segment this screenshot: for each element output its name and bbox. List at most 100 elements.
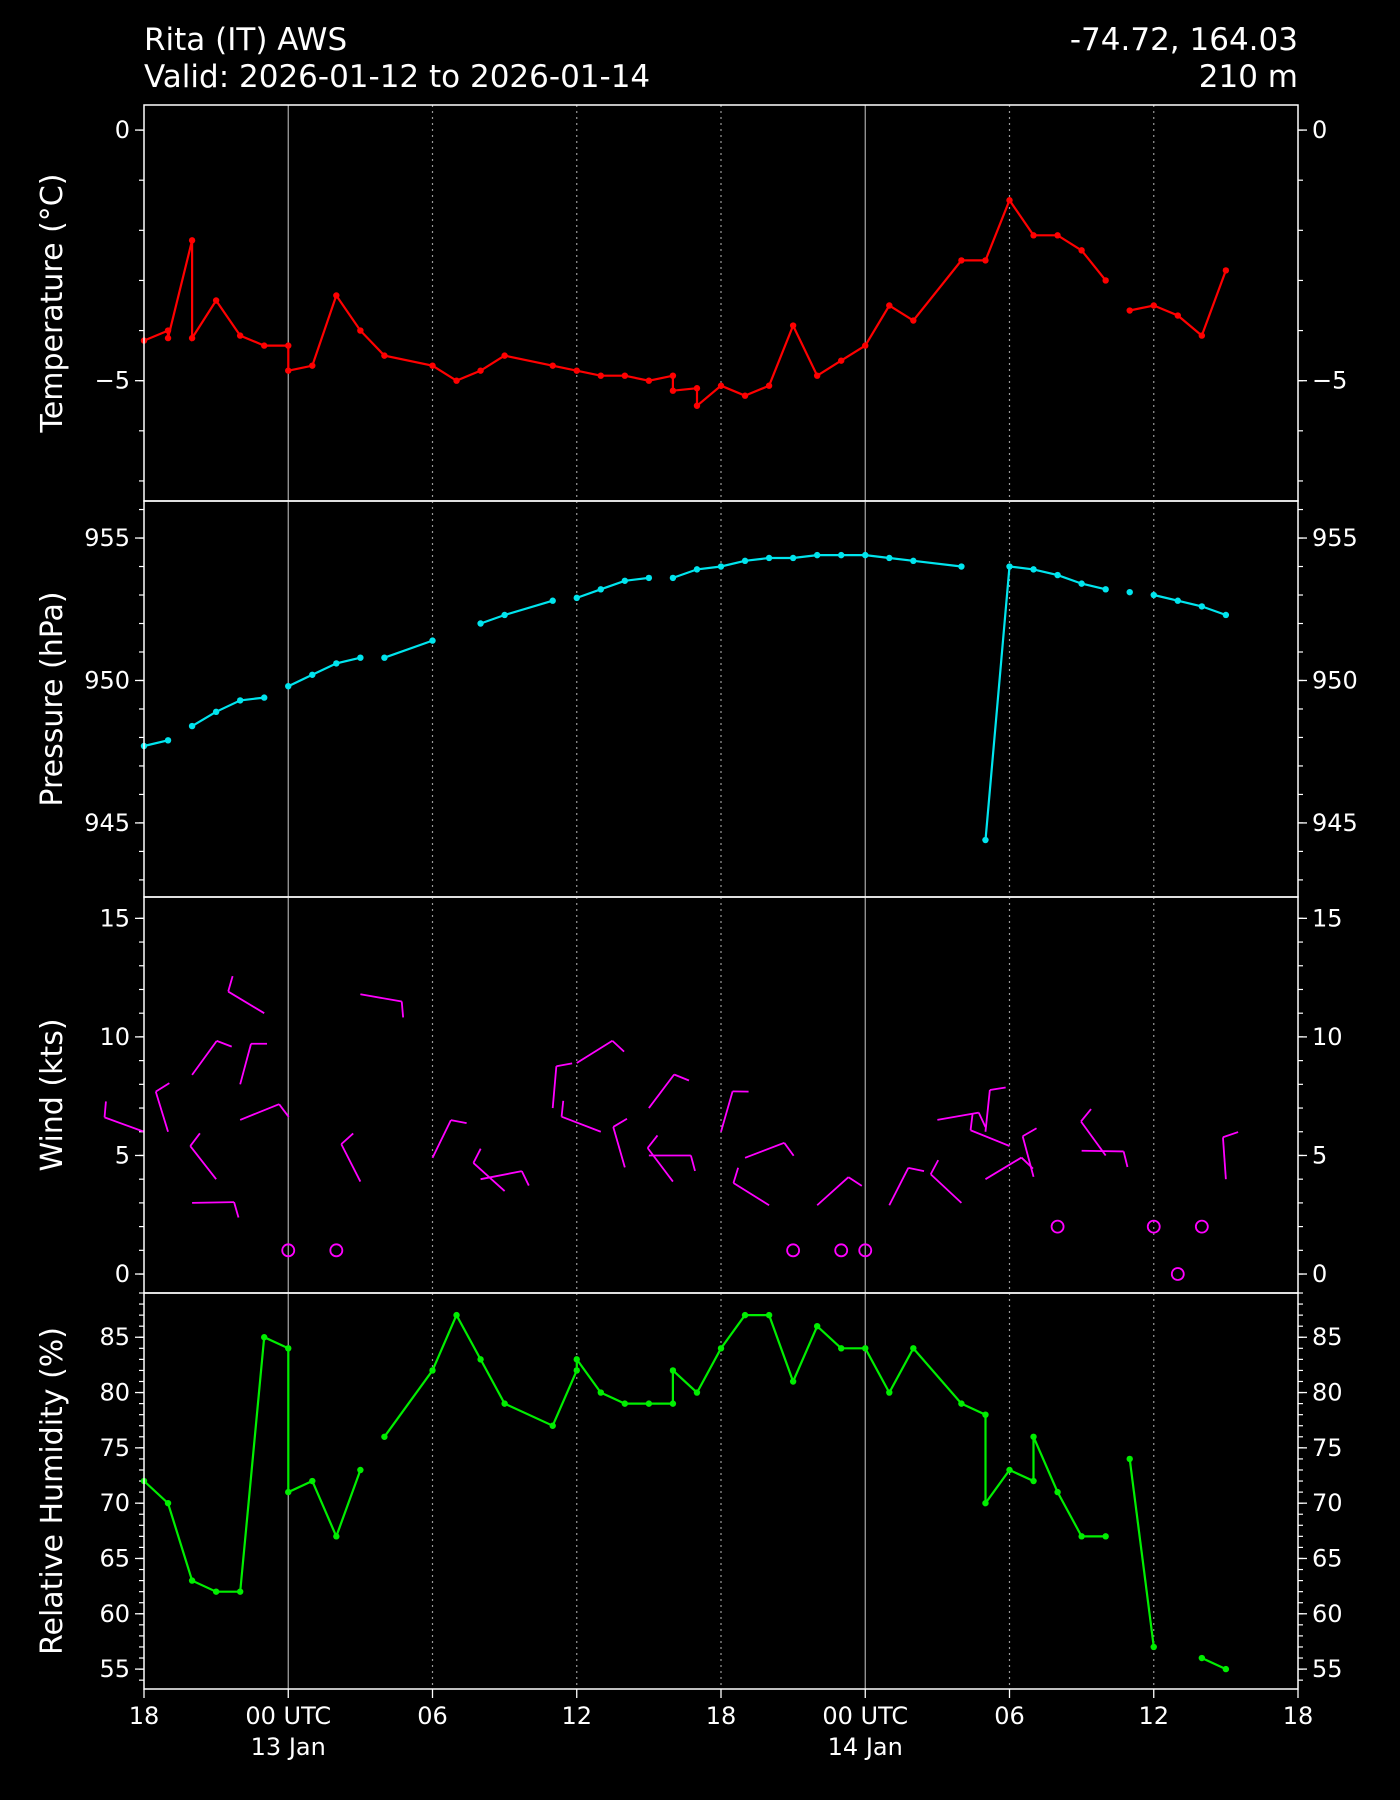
wind-barb-flag [732,1167,740,1184]
temperature-point [381,352,388,359]
pressure-point [765,554,773,562]
temperature-axis-label: Temperature (°C) [35,174,70,434]
wind-barb [888,1167,910,1206]
humidity-point [1102,1533,1109,1540]
wind-barb [970,1129,1010,1147]
wind-barb-flag [155,1082,170,1093]
temperature-point [982,257,989,264]
temperature-point [693,385,701,392]
pressure-point [621,577,629,584]
temperature-point [477,367,484,374]
wind-barb [1021,1136,1035,1178]
wind-barb-flag [278,1103,290,1118]
humidity-point [477,1356,484,1363]
wind-barb [189,1145,217,1180]
humidity-point [573,1367,580,1374]
temperature-point [164,334,172,342]
humidity-point [789,1378,797,1385]
pressure-point [429,637,436,644]
y-tick-label: 65 [1312,1544,1343,1572]
temperature-point [886,302,893,309]
humidity-point [645,1400,653,1407]
pressure-point [236,697,244,704]
pressure-point [1054,571,1061,579]
y-tick-label: 70 [99,1489,130,1517]
temperature-point [501,352,508,359]
y-tick-label: 945 [84,809,130,837]
pressure-point [862,551,869,559]
humidity-point [1006,1466,1013,1474]
temperature-point [910,317,917,324]
temperature-point [429,362,436,369]
y-tick-label: 65 [99,1544,130,1572]
humidity-point [1222,1665,1230,1673]
y-tick-label: 950 [1312,666,1358,694]
temperature-point [669,387,677,394]
temperature-point [645,377,653,384]
pressure-point [501,611,508,619]
y-tick-label: 75 [1312,1434,1343,1462]
pressure-series-line [191,696,265,728]
y-tick-label: 955 [84,524,130,552]
x-tick-label: 06 [994,1702,1025,1730]
temperature-point [1150,302,1157,309]
y-tick-label: 5 [115,1141,130,1169]
wind-calm-marker [329,1243,344,1258]
pressure-point [1150,591,1157,599]
humidity-point [1150,1643,1157,1651]
x-tick-date-label: 14 Jan [828,1733,903,1761]
humidity-point [1054,1488,1061,1496]
pressure-series-line [384,639,433,659]
wind-barb [612,1126,626,1168]
y-tick-label: 0 [1312,116,1327,144]
temperature-point [789,322,797,329]
wind-barb [239,1043,252,1085]
humidity-point [429,1367,436,1374]
wind-calm-marker [834,1243,849,1258]
pressure-point [645,574,653,582]
humidity-point [982,1499,989,1507]
x-tick-label: 00 UTC [822,1702,908,1730]
wind-barb [104,1116,145,1133]
y-tick-label: 70 [1312,1489,1343,1517]
humidity-point [838,1345,845,1352]
pressure-point [1174,597,1181,604]
humidity-axis-label: Relative Humidity (%) [35,1327,70,1655]
temperature-point [813,372,821,379]
x-tick-label: 18 [1283,1702,1314,1730]
x-tick-label: 00 UTC [245,1702,331,1730]
pressure-point [1126,588,1133,596]
humidity-point [886,1389,893,1396]
wind-calm-marker [1194,1219,1209,1234]
wind-barb-flag [929,1159,940,1175]
wind-barb [480,1170,522,1181]
humidity-point [1126,1455,1133,1463]
temperature-point [765,382,773,389]
wind-barb-flag [521,1170,530,1186]
wind-barb [732,1182,770,1207]
wind-barb-flag [450,1119,467,1125]
wind-barb-flag [1122,1151,1129,1168]
pressure-point [789,554,797,562]
wind-barb-flag [400,1001,405,1018]
wind-barb-flag [673,1073,690,1082]
temperature-point [309,362,316,369]
pressure-point [1030,566,1037,573]
wind-barb [227,990,265,1014]
temperature-point [958,257,965,264]
wind-barb [239,1103,280,1121]
wind-barb [937,1111,979,1121]
humidity-point [1078,1533,1085,1540]
wind-barb-flag [977,1112,987,1128]
y-tick-label: 15 [99,904,130,932]
temperature-point [1078,247,1085,254]
wind-barb [561,1115,602,1133]
y-tick-label: 60 [99,1600,130,1628]
y-tick-label: 0 [1312,1260,1327,1288]
wind-barb-flag [556,1062,573,1068]
pressure-point [573,594,580,602]
pressure-point [741,557,749,565]
humidity-point [741,1311,749,1319]
humidity-panel: 55 55 60 60 65 65 70 70 75 75 80 80 85 85 Relative Hum… [35,1292,1343,1690]
